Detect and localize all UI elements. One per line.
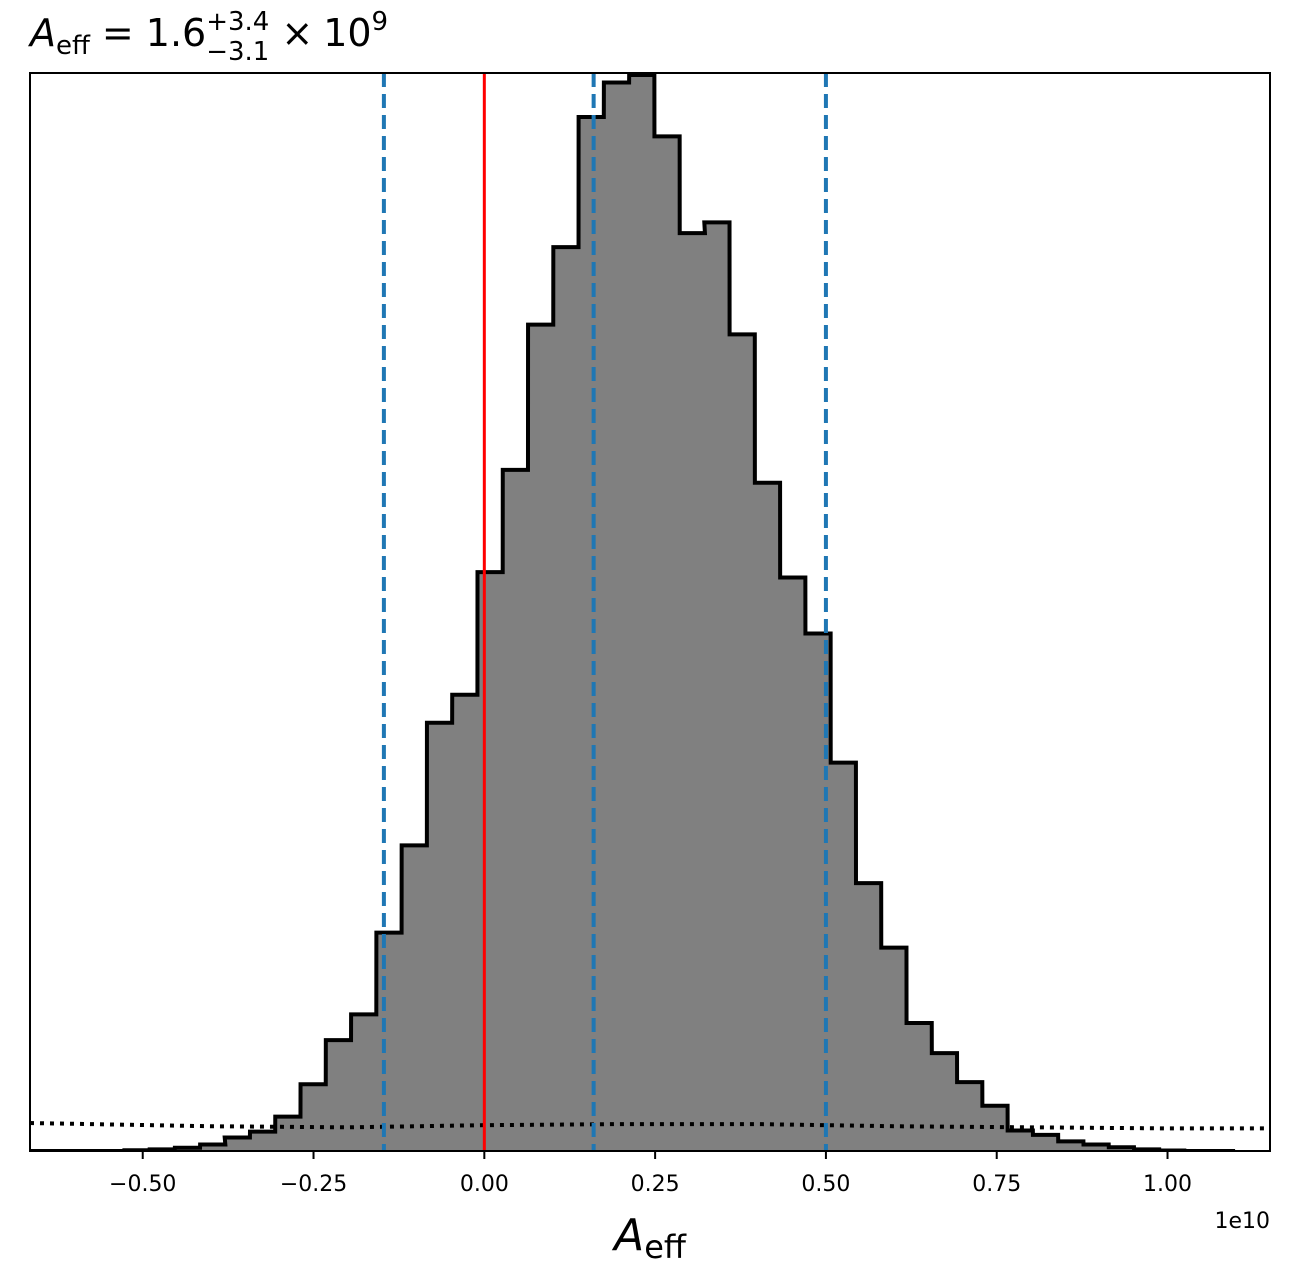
histogram-bar (704, 222, 731, 1151)
histogram-bar (855, 883, 882, 1151)
histogram-bar (982, 1105, 1009, 1151)
histogram-bar (830, 762, 857, 1151)
histogram-bar (249, 1131, 276, 1151)
histogram-bar (376, 932, 403, 1151)
histogram-bar (1058, 1141, 1084, 1151)
axes-frame (29, 72, 1271, 1152)
histogram-bar (351, 1014, 377, 1151)
histogram-bar (528, 324, 554, 1151)
histogram-bar (679, 233, 706, 1151)
histogram-bar (629, 75, 655, 1151)
x-tick-label: 0.00 (460, 1172, 509, 1197)
x-tick-label: −0.25 (280, 1172, 347, 1197)
histogram-bar (780, 577, 806, 1151)
xlabel-subscript: eff (644, 1228, 687, 1266)
histogram-bar (224, 1137, 251, 1151)
x-axis-offset-label: 1e10 (1214, 1209, 1270, 1234)
chart-title: Aeff = 1.6+3.4 −3.1 × 109 (27, 7, 388, 67)
histogram-bar (754, 482, 781, 1151)
title-symbol: A (27, 11, 56, 55)
histogram-bar (300, 1084, 327, 1151)
histogram-bar (931, 1053, 958, 1151)
title-exponent: 9 (372, 7, 389, 37)
histogram-bar (452, 694, 478, 1151)
histogram-bar (578, 116, 605, 1151)
title-lower: −3.1 (206, 37, 269, 67)
histogram-bar (906, 1022, 933, 1151)
histogram-bar (1007, 1130, 1034, 1151)
histogram-bar (426, 722, 453, 1151)
xlabel-symbol: A (611, 1210, 644, 1261)
x-tick-label: −0.50 (109, 1172, 176, 1197)
histogram-bar (200, 1144, 226, 1151)
histogram-bar (275, 1116, 301, 1151)
histogram-bar (957, 1082, 983, 1151)
histogram-bar (502, 469, 529, 1151)
title-subscript: eff (56, 31, 91, 61)
title-times: × (281, 11, 313, 55)
histogram-bar (401, 845, 428, 1151)
x-tick-label: 0.75 (972, 1172, 1021, 1197)
x-axis-label: Aeff (611, 1210, 687, 1266)
title-median: 1.6 (146, 11, 206, 55)
histogram-bar (654, 136, 681, 1151)
title-base: 10 (323, 11, 371, 55)
histogram-bar (729, 334, 756, 1151)
plot-area (30, 73, 1270, 1151)
x-tick-label: 0.25 (631, 1172, 680, 1197)
histogram-bar (477, 572, 504, 1151)
histogram-bar (1032, 1134, 1059, 1151)
histogram-bar (1083, 1144, 1110, 1151)
histogram-outline (30, 73, 1236, 1151)
title-equals: = (102, 11, 134, 55)
title-upper: +3.4 (206, 7, 269, 37)
histogram-bar (325, 1040, 352, 1151)
x-axis-ticks: −0.50 −0.25 0.00 0.25 0.50 0.75 1.00 (109, 1151, 1192, 1197)
histogram-bar (603, 82, 630, 1151)
histogram-bar (553, 247, 580, 1151)
histogram-bar (881, 947, 907, 1151)
x-tick-label: 0.50 (801, 1172, 850, 1197)
x-tick-label: 1.00 (1143, 1172, 1192, 1197)
